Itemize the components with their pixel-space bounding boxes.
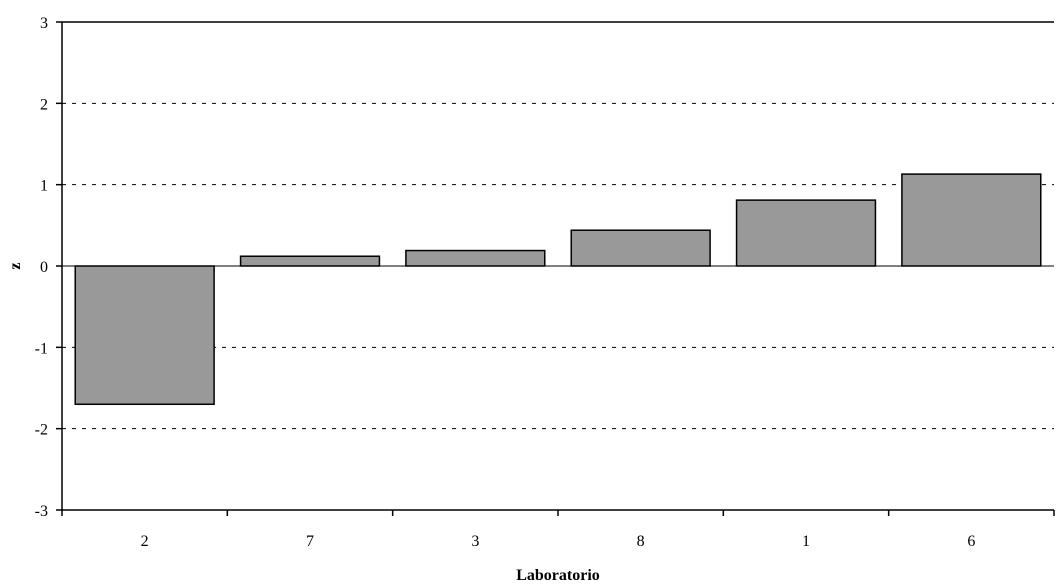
y-tick-label: 1 bbox=[40, 178, 48, 195]
y-tick-label: -2 bbox=[35, 422, 48, 439]
x-tick-label: 8 bbox=[637, 533, 645, 550]
x-tick-label: 6 bbox=[967, 533, 975, 550]
bar-7 bbox=[239, 255, 381, 267]
x-tick-label: 3 bbox=[471, 533, 479, 550]
x-tick-label: 7 bbox=[306, 533, 314, 550]
bar-3 bbox=[405, 249, 546, 267]
y-tick-labels: -3 -2 -1 0 1 2 3 bbox=[35, 15, 48, 520]
bars bbox=[74, 173, 1042, 406]
bar-8 bbox=[570, 229, 711, 267]
y-tick-label: 3 bbox=[40, 15, 48, 32]
bar-2 bbox=[74, 265, 215, 406]
y-tick-label: 2 bbox=[40, 96, 48, 113]
bar-6 bbox=[901, 173, 1042, 267]
x-tick-label: 1 bbox=[802, 533, 810, 550]
y-axis-title: z bbox=[7, 262, 24, 269]
y-tick-label: 0 bbox=[40, 259, 48, 276]
x-tick-label: 2 bbox=[141, 533, 149, 550]
y-tick-label: -3 bbox=[35, 503, 48, 520]
bar-1 bbox=[735, 199, 877, 267]
x-axis-title: Laboratorio bbox=[516, 567, 600, 584]
axes bbox=[56, 21, 1055, 516]
y-tick-label: -1 bbox=[35, 340, 48, 357]
x-tick-labels: 2 7 3 8 1 6 bbox=[141, 533, 976, 550]
